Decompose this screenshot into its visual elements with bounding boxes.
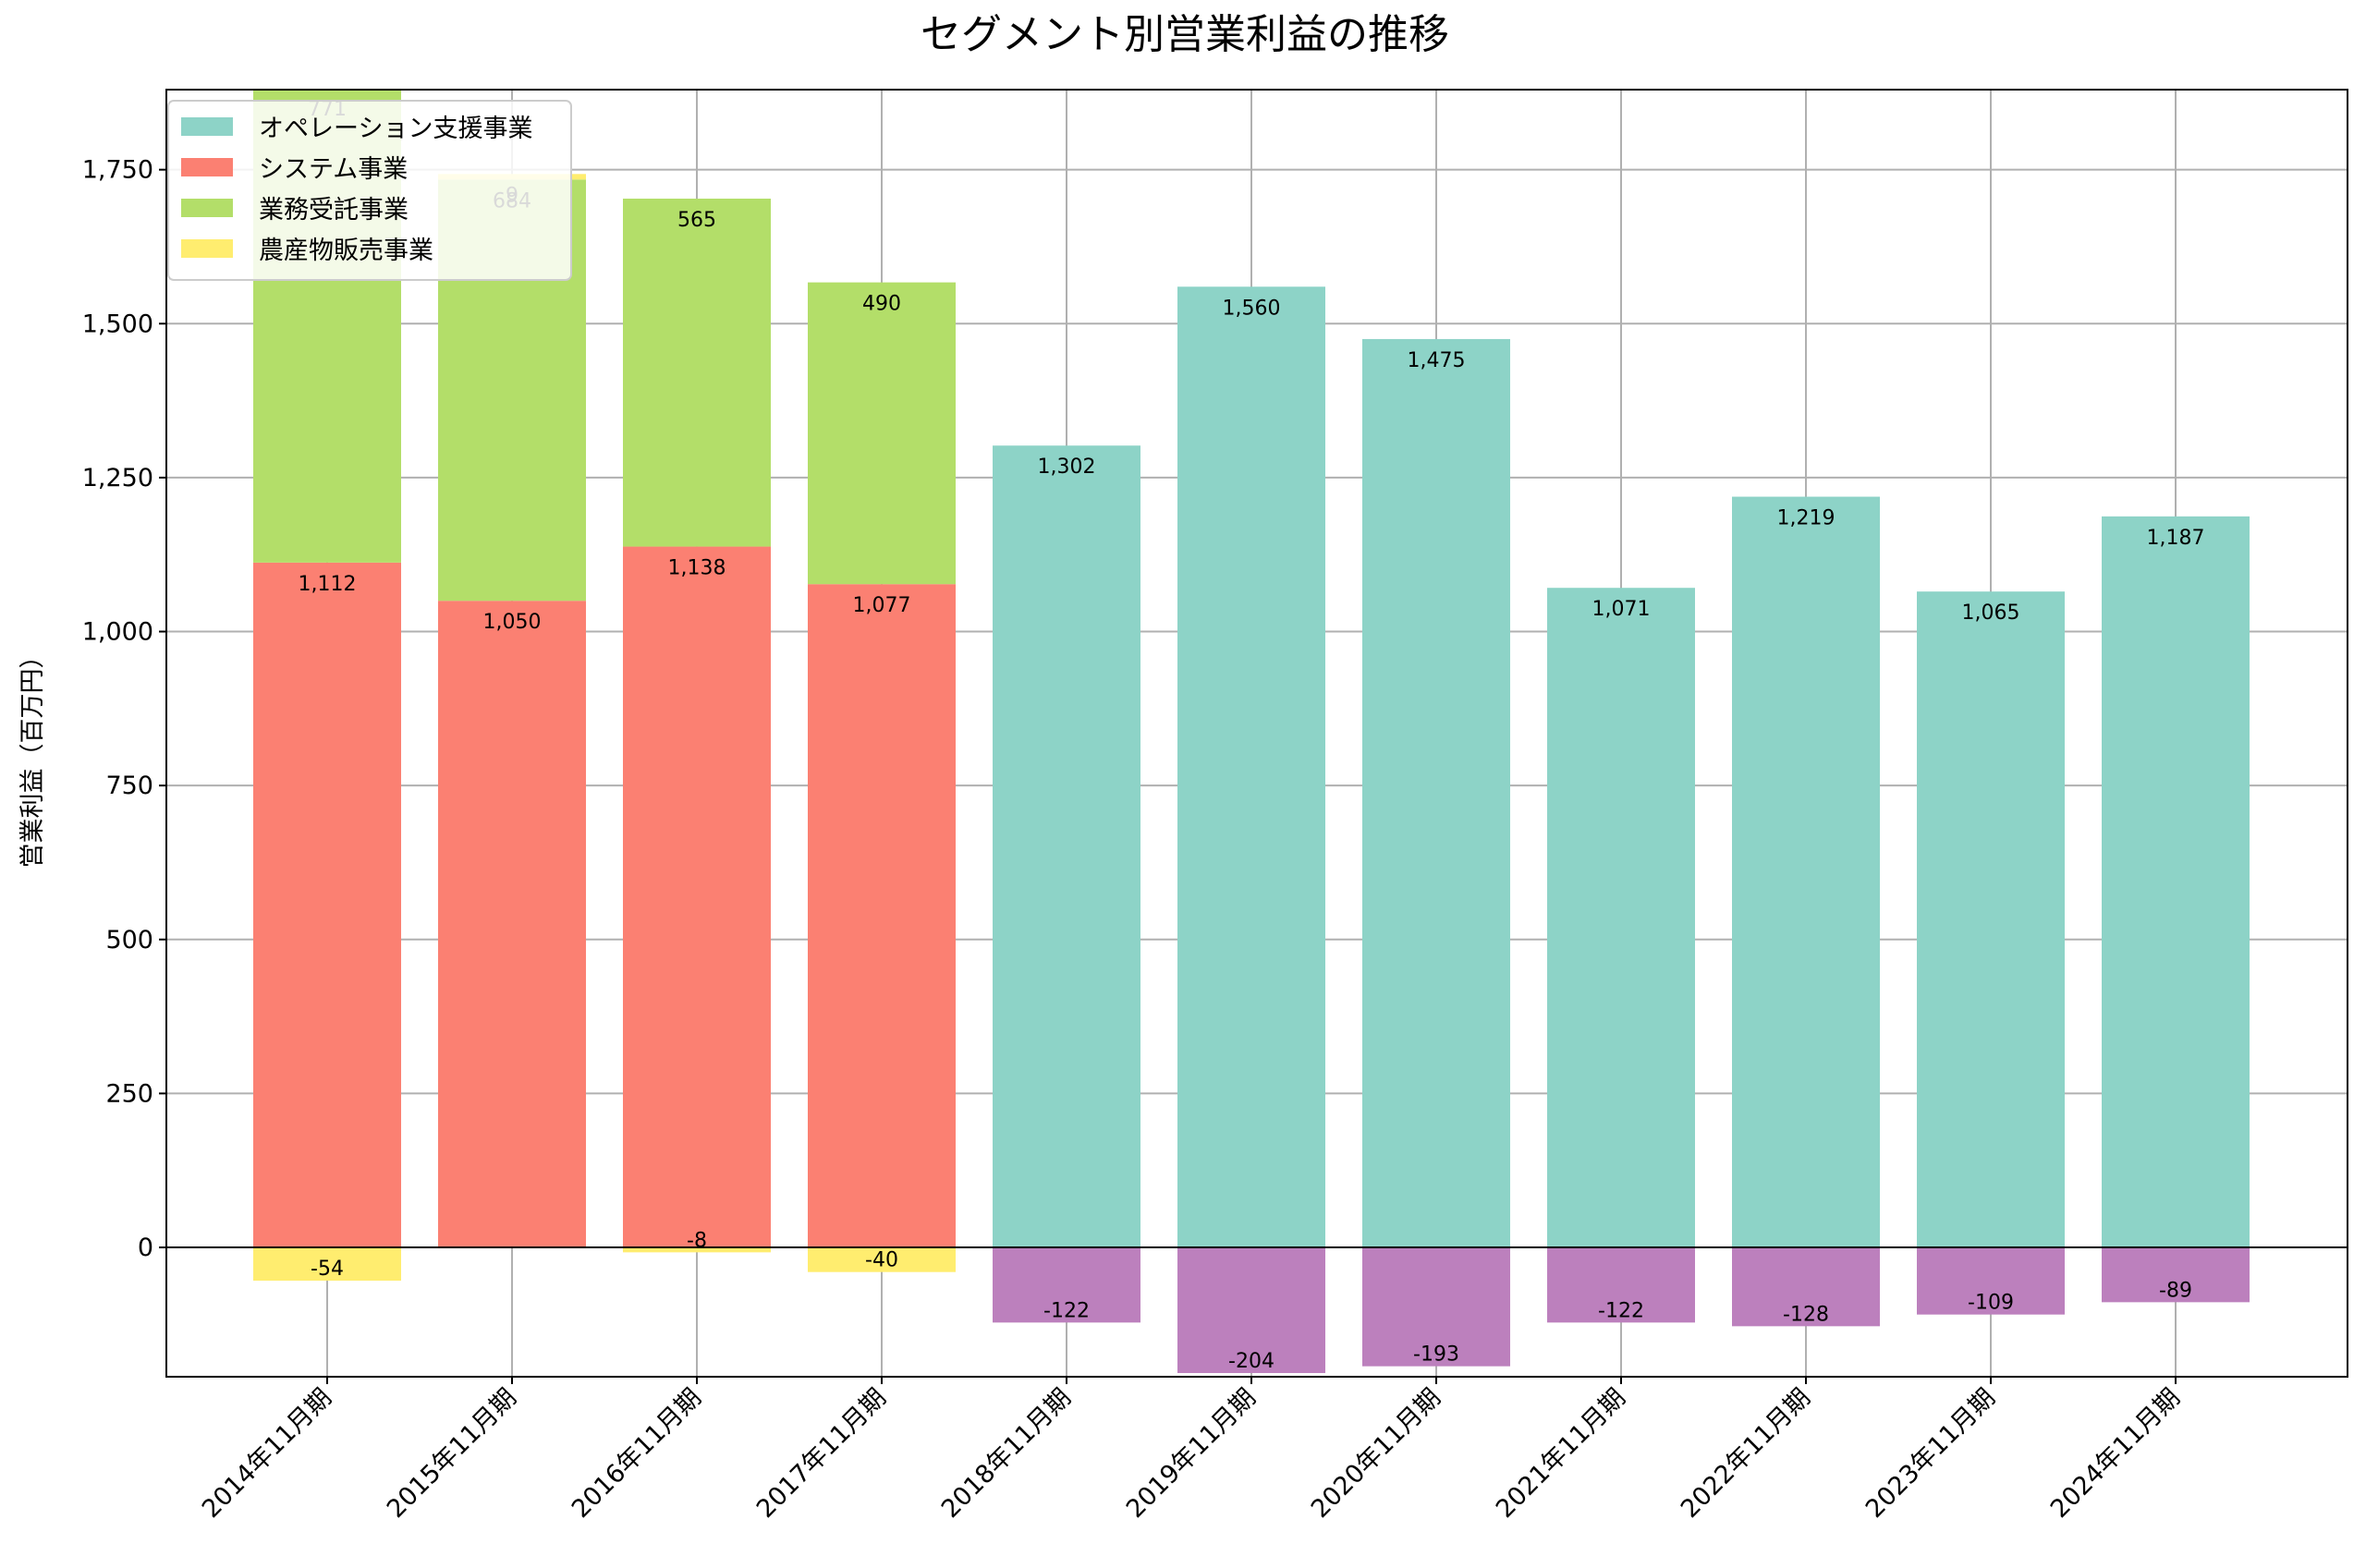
bar-2-1[interactable] <box>253 562 401 1248</box>
data-label: -89 <box>2159 1279 2192 1302</box>
legend-entry: システム事業 <box>259 155 408 184</box>
y-tick-label: 1,250 <box>82 464 153 492</box>
data-label: 1,077 <box>853 594 911 617</box>
legend-swatch <box>181 158 233 176</box>
y-tick-label: 750 <box>105 772 153 800</box>
bar-1-11[interactable] <box>2102 516 2250 1248</box>
bar-5-6[interactable] <box>1177 1247 1325 1374</box>
data-label: 1,560 <box>1223 297 1281 320</box>
bar-4-1[interactable] <box>253 1247 401 1282</box>
legend-swatch <box>181 199 233 217</box>
data-label: -128 <box>1783 1303 1829 1326</box>
data-label: 1,302 <box>1038 456 1096 479</box>
bar-1-6[interactable] <box>1177 286 1325 1248</box>
legend-swatch <box>181 239 233 258</box>
data-label: -204 <box>1228 1350 1274 1373</box>
y-tick-label: 1,500 <box>82 310 153 338</box>
y-axis-label: 営業利益（百万円） <box>18 644 47 869</box>
data-label: -193 <box>1413 1343 1459 1367</box>
bar-1-7[interactable] <box>1362 338 1510 1248</box>
y-tick-label: 250 <box>105 1079 153 1108</box>
data-label: 490 <box>862 293 901 316</box>
legend-swatch <box>181 117 233 136</box>
chart-title: セグメント別営業利益の推移 <box>921 11 1449 58</box>
data-label: 1,071 <box>1592 598 1651 621</box>
legend-entry: オペレーション支援事業 <box>259 115 532 143</box>
legend-entry: 農産物販売事業 <box>259 237 433 265</box>
bar-2-2[interactable] <box>438 601 586 1248</box>
bar-5-7[interactable] <box>1362 1247 1510 1367</box>
data-label: -122 <box>1598 1299 1644 1322</box>
bar-4-4[interactable] <box>808 1247 956 1272</box>
bar-5-10[interactable] <box>1917 1247 2065 1315</box>
data-label: 1,065 <box>1962 602 2020 625</box>
legend-box <box>167 100 572 281</box>
bar-2-3[interactable] <box>623 546 771 1248</box>
data-label: 1,050 <box>483 611 542 634</box>
bar-1-10[interactable] <box>1917 591 2065 1248</box>
data-label: 1,112 <box>299 573 357 596</box>
bar-1-9[interactable] <box>1732 496 1880 1248</box>
y-tick-label: 0 <box>138 1234 153 1262</box>
data-label: -8 <box>687 1229 707 1252</box>
y-tick-label: 1,000 <box>82 618 153 647</box>
bar-5-11[interactable] <box>2102 1247 2250 1303</box>
bar-1-5[interactable] <box>993 445 1140 1248</box>
legend-entry: 業務受託事業 <box>259 196 409 225</box>
bar-4-3[interactable] <box>623 1247 771 1253</box>
data-label: -109 <box>1968 1292 2014 1315</box>
data-label: 1,219 <box>1777 507 1835 530</box>
y-tick-label: 500 <box>105 926 153 954</box>
bar-5-5[interactable] <box>993 1247 1140 1323</box>
data-label: -40 <box>865 1249 898 1272</box>
data-label: -54 <box>311 1258 344 1281</box>
data-label: 565 <box>677 209 716 232</box>
bar-1-8[interactable] <box>1547 588 1695 1248</box>
bar-5-9[interactable] <box>1732 1247 1880 1327</box>
plot-frame <box>165 89 2348 1378</box>
data-label: -122 <box>1043 1299 1090 1322</box>
bar-2-4[interactable] <box>808 584 956 1248</box>
data-label: 1,138 <box>668 557 726 580</box>
data-label: 1,475 <box>1408 349 1466 372</box>
bar-5-8[interactable] <box>1547 1247 1695 1323</box>
bar-3-4[interactable] <box>808 282 956 585</box>
label-layer: 1,302 1,560 1,475 1,071 1,219 1,065 1,187 1,112… <box>299 98 2205 1373</box>
y-tick-label: 1,750 <box>82 156 153 185</box>
data-label: 1,187 <box>2147 527 2205 550</box>
bar-3-3[interactable] <box>623 198 771 547</box>
